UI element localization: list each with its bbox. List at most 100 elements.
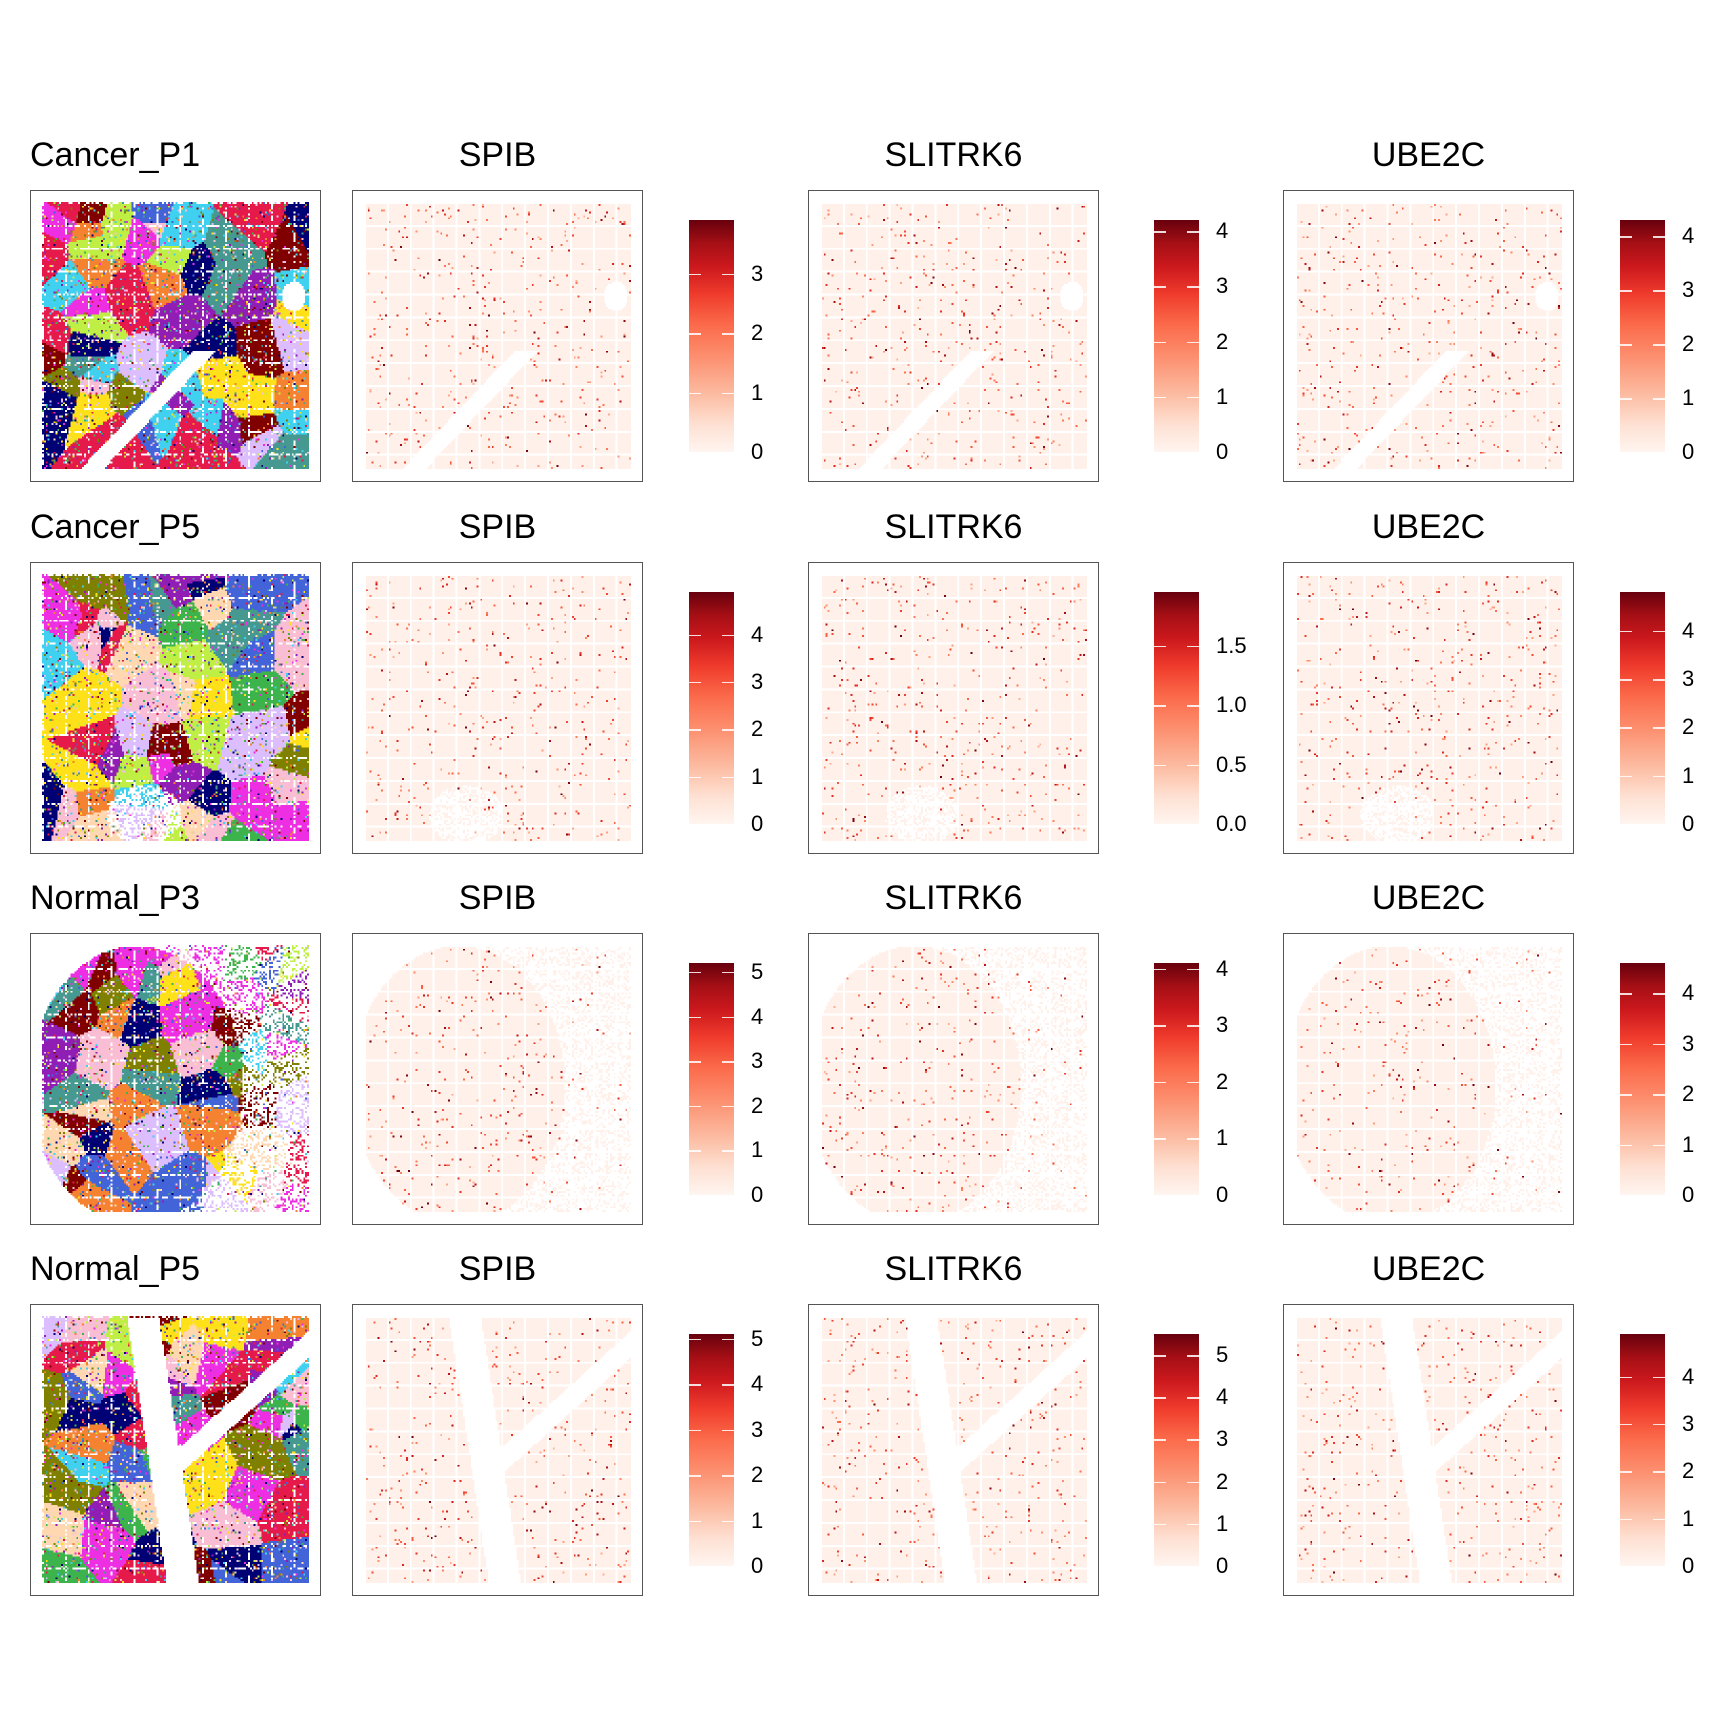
expression-spatial-image (1295, 574, 1562, 841)
colorbar-tick (1154, 1138, 1166, 1140)
colorbar-tick (1620, 398, 1632, 400)
colorbar-tick (1653, 727, 1665, 729)
colorbar-gradient (1154, 963, 1199, 1195)
gene-title: SLITRK6 (885, 1252, 1023, 1286)
colorbar-tick (1154, 1355, 1166, 1357)
colorbar-tick (1653, 1094, 1665, 1096)
colorbar-tick (1653, 1424, 1665, 1426)
colorbar-gradient (1620, 1334, 1665, 1566)
colorbar-tick-label: 1 (1216, 386, 1228, 408)
colorbar-tick (1620, 290, 1632, 292)
colorbar-tick (1154, 1082, 1166, 1084)
colorbar-tick (1187, 1138, 1199, 1140)
cluster-spatial-image (42, 1316, 309, 1583)
colorbar-tick-label: 5 (751, 1328, 763, 1350)
gene-title: UBE2C (1372, 510, 1485, 544)
sample-title: Normal_P3 (30, 881, 200, 915)
colorbar-tick-label: 1 (751, 766, 763, 788)
colorbar-tick-label: 3 (751, 671, 763, 693)
colorbar-tick-label: 1.0 (1216, 694, 1247, 716)
colorbar-tick-label: 2 (1682, 333, 1694, 355)
colorbar-tick (1653, 290, 1665, 292)
colorbar-tick (1653, 679, 1665, 681)
colorbar-tick (1620, 679, 1632, 681)
gene-title: SPIB (459, 881, 536, 915)
colorbar-tick (722, 1475, 734, 1477)
colorbar-tick (1653, 344, 1665, 346)
cluster-spatial-panel (30, 1304, 321, 1596)
colorbar-tick-label: 1 (1682, 1508, 1694, 1530)
expression-spatial-image (820, 1316, 1087, 1583)
colorbar-tick (1154, 1524, 1166, 1526)
gene-title: UBE2C (1372, 138, 1485, 172)
colorbar-tick-label: 0 (1682, 813, 1694, 835)
colorbar-tick (1620, 1145, 1632, 1147)
colorbar-tick (722, 1430, 734, 1432)
colorbar-tick (1187, 1524, 1199, 1526)
cluster-spatial-image (42, 945, 309, 1212)
colorbar-tick (1187, 646, 1199, 648)
colorbar-tick (1653, 1471, 1665, 1473)
colorbar-gradient (1154, 1334, 1199, 1566)
cluster-spatial-panel (30, 933, 321, 1225)
colorbar-tick (1620, 1044, 1632, 1046)
colorbar-tick-label: 4 (1682, 225, 1694, 247)
colorbar-tick (1187, 286, 1199, 288)
colorbar-tick (689, 1521, 701, 1523)
colorbar-tick-label: 3 (751, 263, 763, 285)
colorbar-tick (1620, 1519, 1632, 1521)
colorbar-legend: 0 1 2 3 4 (689, 592, 734, 824)
colorbar-tick-label: 2 (751, 322, 763, 344)
colorbar-legend: 0 1 2 3 (689, 220, 734, 452)
expression-spatial-image (820, 202, 1087, 469)
colorbar-tick-label: 3 (751, 1050, 763, 1072)
expression-spatial-panel (352, 190, 643, 482)
expression-spatial-panel (1283, 933, 1574, 1225)
colorbar-tick-label: 3 (1682, 279, 1694, 301)
colorbar-tick (722, 682, 734, 684)
colorbar-tick-label: 0 (1216, 1555, 1228, 1577)
colorbar-tick (689, 1339, 701, 1341)
colorbar-tick-label: 2 (1682, 1460, 1694, 1482)
colorbar-tick-label: 2 (751, 718, 763, 740)
colorbar-tick (1187, 397, 1199, 399)
colorbar-tick (1653, 993, 1665, 995)
colorbar-tick (689, 777, 701, 779)
colorbar-tick-label: 2 (1216, 331, 1228, 353)
colorbar-tick-label: 0 (1682, 1184, 1694, 1206)
colorbar-tick-label: 3 (751, 1419, 763, 1441)
colorbar-tick-label: 1 (751, 1139, 763, 1161)
colorbar-tick (722, 274, 734, 276)
gene-title: SLITRK6 (885, 138, 1023, 172)
colorbar-tick (1154, 286, 1166, 288)
colorbar-tick-label: 2 (1682, 716, 1694, 738)
expression-spatial-image (1295, 202, 1562, 469)
gene-title: SPIB (459, 138, 536, 172)
colorbar-tick-label: 1 (1216, 1127, 1228, 1149)
colorbar-tick-label: 0 (751, 1555, 763, 1577)
colorbar-tick-label: 2 (751, 1464, 763, 1486)
colorbar-tick-label: 3 (1216, 275, 1228, 297)
colorbar-tick-label: 0.5 (1216, 754, 1247, 776)
colorbar-tick-label: 0 (1682, 441, 1694, 463)
colorbar-legend: 0 1 2 3 4 (1154, 963, 1199, 1195)
colorbar-tick-label: 0.0 (1216, 813, 1247, 835)
colorbar-tick (1187, 231, 1199, 233)
colorbar-tick-label: 0 (1682, 1555, 1694, 1577)
sample-title: Normal_P5 (30, 1252, 200, 1286)
colorbar-tick (1653, 1519, 1665, 1521)
colorbar-legend: 0 1 2 3 4 (1620, 963, 1665, 1195)
expression-spatial-panel (352, 1304, 643, 1596)
colorbar-tick-label: 4 (751, 624, 763, 646)
colorbar-tick (1154, 969, 1166, 971)
colorbar-gradient (689, 592, 734, 824)
colorbar-tick (1154, 1439, 1166, 1441)
colorbar-tick (1653, 236, 1665, 238)
colorbar-tick (1187, 342, 1199, 344)
cluster-spatial-image (42, 574, 309, 841)
expression-spatial-image (820, 945, 1087, 1212)
colorbar-tick (1620, 1424, 1632, 1426)
colorbar-tick (689, 1384, 701, 1386)
colorbar-tick-label: 1 (1682, 387, 1694, 409)
cluster-spatial-panel (30, 562, 321, 854)
